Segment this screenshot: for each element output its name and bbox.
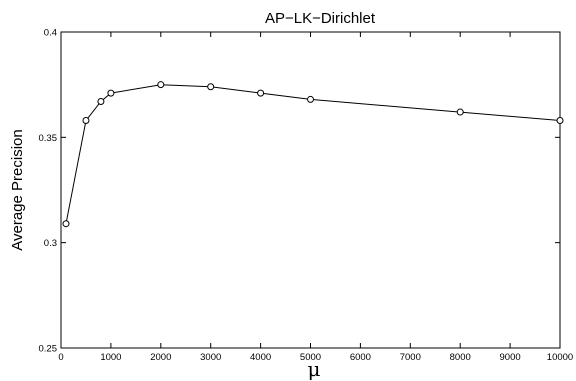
x-tick-label: 7000 [400,352,421,363]
data-point [62,220,70,228]
x-tick-label: 6000 [350,352,371,363]
data-point [257,89,265,97]
y-tick-label: 0.4 [44,28,57,39]
plot-area-frame [60,31,561,349]
x-tick-label: 8000 [450,352,471,363]
data-point [456,108,464,116]
y-tick-label: 0.3 [44,238,57,249]
x-tick-label: 10000 [547,352,573,363]
data-point [82,116,90,124]
x-axis: 0 1000 2000 3000 4000 5000 6000 7000 8000 9000 100… [58,32,573,363]
series-line [65,84,561,224]
x-tick-label: 9000 [500,352,521,363]
y-tick-label: 0.25 [39,344,58,355]
data-point [107,89,115,97]
y-axis: 0.25 0.3 0.35 0.4 [39,28,560,355]
y-tick-label: 0.35 [39,133,58,144]
x-tick-label: 5000 [300,352,321,363]
x-tick-label: 2000 [150,352,171,363]
data-point [307,95,314,103]
x-axis-label: μ [308,357,321,381]
series-layer [62,81,564,228]
data-point [97,98,105,106]
x-tick-label: 0 [58,352,63,363]
chart-title: AP−LK−Dirichlet [265,10,376,27]
data-point [207,83,215,91]
x-tick-label: 3000 [200,352,221,363]
x-tick-label: 1000 [100,352,121,363]
data-point [556,116,564,124]
x-tick-label: 4000 [250,352,271,363]
data-point [157,81,165,89]
y-axis-label: Average Precision [9,129,26,250]
